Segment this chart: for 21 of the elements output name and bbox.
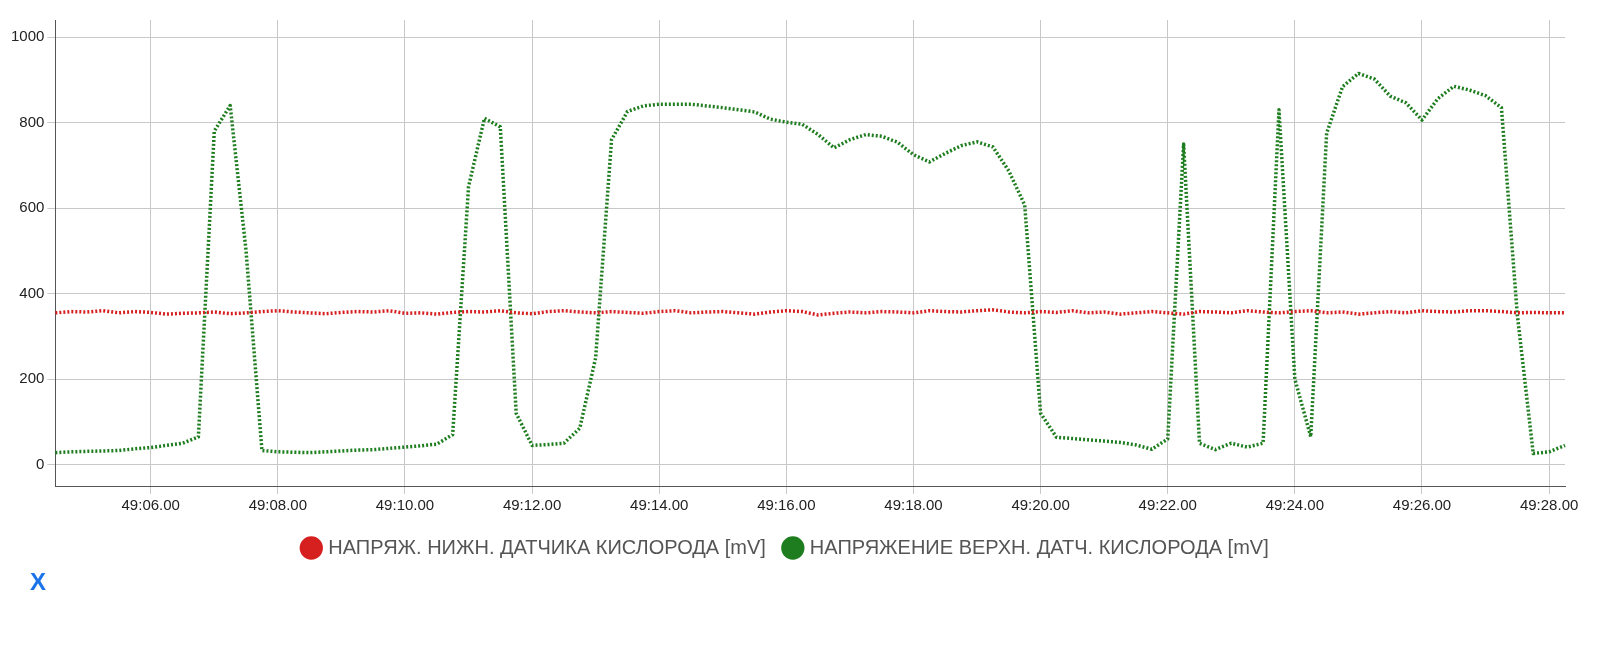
y-tick-label: 0 [36, 454, 45, 472]
x-tick-label: 49:26.00 [1392, 496, 1452, 514]
legend-label: НАПРЯЖЕНИЕ ВЕРХН. ДАТЧ. КИСЛОРОДА [mV] [809, 535, 1269, 558]
x-tick-label: 49:16.00 [757, 496, 816, 514]
y-tick-label: 800 [19, 112, 45, 130]
y-tick-label: 600 [19, 198, 45, 216]
x-tick-label: 49:24.00 [1265, 496, 1325, 514]
text: X [30, 568, 47, 596]
x-tick-label: 49:28.00 [1519, 496, 1579, 514]
legend-label: НАПРЯЖ. НИЖН. ДАТЧИКА КИСЛОРОДА [mV] [328, 535, 766, 558]
x-tick-label: 49:06.00 [121, 496, 180, 514]
x-tick-label: 49:20.00 [1011, 496, 1070, 514]
y-tick-label: 400 [19, 283, 45, 301]
x-tick-label: 49:18.00 [884, 496, 943, 514]
x-tick-label: 49:22.00 [1138, 496, 1197, 514]
x-tick-label: 49:10.00 [375, 496, 435, 514]
x-tick-label: 49:12.00 [502, 496, 562, 514]
y-tick-label: 200 [19, 369, 45, 387]
x-tick-label: 49:08.00 [248, 496, 308, 514]
x-tick-label: 49:14.00 [630, 496, 689, 514]
y-tick-label: 1000 [10, 27, 45, 45]
